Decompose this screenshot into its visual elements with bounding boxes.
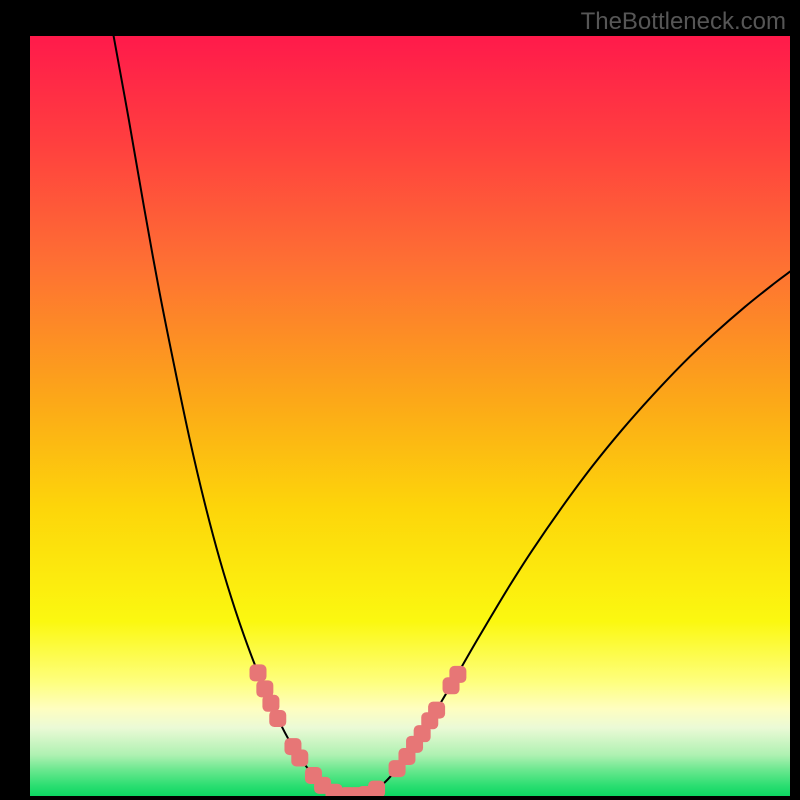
- data-marker: [368, 781, 385, 796]
- chart-svg: [30, 36, 790, 796]
- data-marker: [262, 695, 279, 712]
- data-marker: [291, 750, 308, 767]
- plot-background: [30, 36, 790, 796]
- data-marker: [428, 702, 445, 719]
- watermark-text: TheBottleneck.com: [581, 8, 786, 36]
- plot-area: [30, 36, 790, 796]
- chart-frame: TheBottleneck.com: [0, 0, 800, 800]
- data-marker: [449, 666, 466, 683]
- data-marker: [269, 710, 286, 727]
- data-marker: [250, 664, 267, 681]
